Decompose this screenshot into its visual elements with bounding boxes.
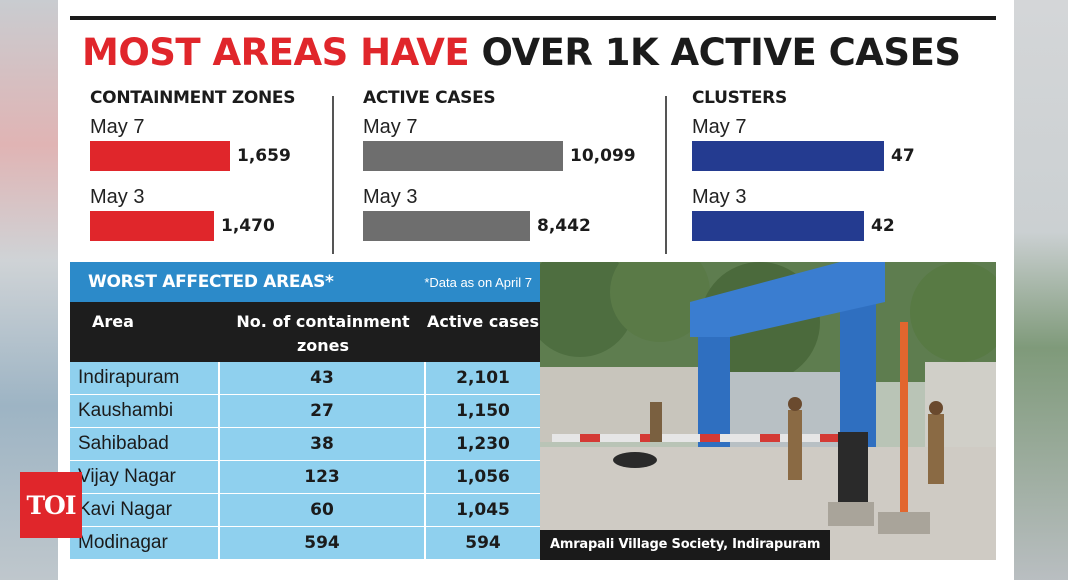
category-label: May 7 — [692, 116, 747, 138]
table-row: Kaushambi 27 1,150 — [70, 395, 540, 428]
value-label: 10,099 — [570, 146, 636, 166]
value-label: 42 — [871, 216, 895, 236]
value-label: 47 — [891, 146, 915, 166]
bar-clusters-may3 — [692, 211, 864, 241]
table-row: Modinagar 594 594 — [70, 527, 540, 560]
bar-containment-may3 — [90, 211, 214, 241]
table-cell-zones: 27 — [220, 395, 426, 427]
table-cell-area: Vijay Nagar — [70, 461, 220, 493]
news-photo: Amrapali Village Society, Indirapuram — [540, 262, 996, 560]
table-cell-active: 1,230 — [426, 428, 540, 460]
toi-logo-text: TOI — [26, 490, 76, 520]
column-header-active: Active cases — [426, 312, 540, 331]
bar-clusters-may7 — [692, 141, 884, 171]
bar-active-may7 — [363, 141, 563, 171]
headline: MOST AREAS HAVE OVER 1K ACTIVE CASES — [82, 30, 961, 76]
value-label: 1,470 — [221, 216, 275, 236]
table-row: Sahibabad 38 1,230 — [70, 428, 540, 461]
toi-logo: TOI — [20, 472, 82, 538]
panel-title: CONTAINMENT ZONES — [90, 88, 296, 108]
active-cases-panel: ACTIVE CASES May 7 10,099 May 3 8,442 — [363, 88, 663, 258]
column-header-zones: No. of containment zones — [236, 312, 410, 355]
panel-title: ACTIVE CASES — [363, 88, 496, 108]
table-cell-active: 1,056 — [426, 461, 540, 493]
headline-red: MOST AREAS HAVE — [82, 31, 470, 74]
table-cell-area: Indirapuram — [70, 362, 220, 394]
table-row: Indirapuram 43 2,101 — [70, 362, 540, 395]
infographic-card: MOST AREAS HAVE OVER 1K ACTIVE CASES CON… — [58, 0, 1014, 580]
table-cell-zones: 43 — [220, 362, 426, 394]
value-label: 8,442 — [537, 216, 591, 236]
category-label: May 3 — [692, 186, 747, 208]
bar-containment-may7 — [90, 141, 230, 171]
value-label: 1,659 — [237, 146, 291, 166]
table-title: WORST AFFECTED AREAS* — [88, 272, 334, 292]
table-body: Indirapuram 43 2,101 Kaushambi 27 1,150 Sahiba… — [70, 362, 540, 560]
table-cell-area: Kaushambi — [70, 395, 220, 427]
table-cell-active: 2,101 — [426, 362, 540, 394]
table-note: *Data as on April 7 — [424, 274, 532, 290]
table-row: Kavi Nagar 60 1,045 — [70, 494, 540, 527]
containment-zones-panel: CONTAINMENT ZONES May 7 1,659 May 3 1,47… — [90, 88, 330, 258]
table-header: Area No. of containment zones Active cas… — [70, 302, 540, 362]
worst-affected-table: WORST AFFECTED AREAS* *Data as on April … — [70, 262, 540, 560]
table-title-bar: WORST AFFECTED AREAS* *Data as on April … — [70, 262, 540, 302]
table-cell-active: 1,150 — [426, 395, 540, 427]
blurred-backdrop-right — [1014, 0, 1068, 580]
table-row: Vijay Nagar 123 1,056 — [70, 461, 540, 494]
divider — [665, 96, 667, 254]
clusters-panel: CLUSTERS May 7 47 May 3 42 — [692, 88, 992, 258]
table-cell-active: 594 — [426, 527, 540, 559]
table-cell-zones: 38 — [220, 428, 426, 460]
table-cell-zones: 123 — [220, 461, 426, 493]
table-cell-active: 1,045 — [426, 494, 540, 526]
table-cell-area: Kavi Nagar — [70, 494, 220, 526]
gate-photo-illustration — [540, 262, 996, 560]
table-cell-zones: 60 — [220, 494, 426, 526]
panel-title: CLUSTERS — [692, 88, 787, 108]
table-cell-area: Modinagar — [70, 527, 220, 559]
category-label: May 7 — [363, 116, 418, 138]
headline-dark: OVER 1K ACTIVE CASES — [481, 31, 962, 74]
photo-caption: Amrapali Village Society, Indirapuram — [540, 530, 831, 560]
column-header-area: Area — [92, 312, 134, 331]
category-label: May 3 — [90, 186, 145, 208]
table-cell-zones: 594 — [220, 527, 426, 559]
divider — [332, 96, 334, 254]
category-label: May 3 — [363, 186, 418, 208]
top-rule — [70, 16, 996, 20]
bar-active-may3 — [363, 211, 530, 241]
category-label: May 7 — [90, 116, 145, 138]
table-cell-area: Sahibabad — [70, 428, 220, 460]
